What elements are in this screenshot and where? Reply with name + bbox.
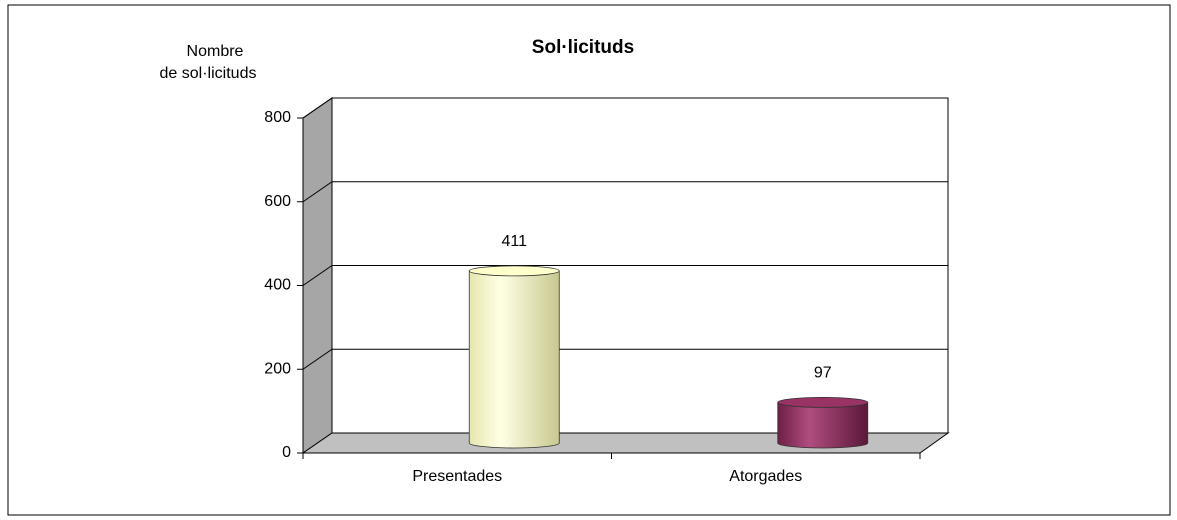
grid-line [302, 265, 948, 286]
x-tick-label: Presentades [412, 468, 502, 485]
y-tick-label: 400 [264, 277, 291, 294]
value-label: 411 [501, 233, 527, 250]
y-tick-label: 0 [282, 444, 291, 461]
y-tick-label: 200 [264, 360, 291, 377]
y-tick-label: 800 [264, 109, 291, 126]
grid-line [302, 348, 948, 370]
chart-title: Sol·licituds [532, 37, 634, 58]
bar [777, 396, 869, 449]
y-axis-label: Nombre [187, 43, 244, 60]
y-axis-label: de sol·licituds [160, 65, 257, 82]
y-tick-label: 600 [264, 193, 291, 210]
value-label: 97 [814, 365, 832, 382]
bar [468, 265, 560, 449]
x-tick-label: Atorgades [729, 468, 802, 485]
grid-line [302, 97, 948, 119]
grid-line [302, 181, 948, 203]
